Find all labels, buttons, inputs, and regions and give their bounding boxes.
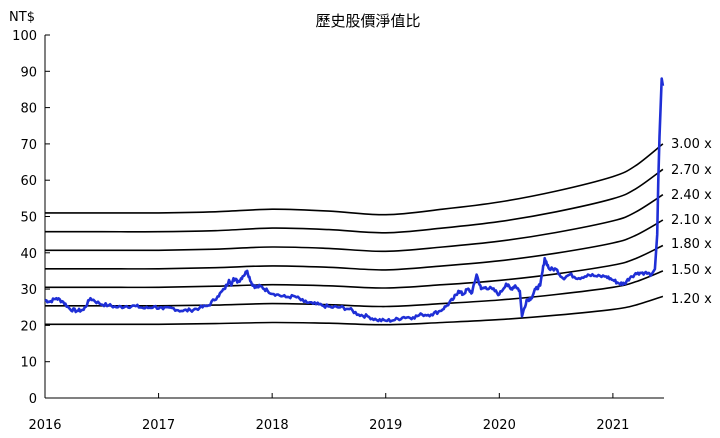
y-tick-label: 30 bbox=[20, 283, 37, 298]
band-label: 2.70 x bbox=[671, 163, 712, 178]
price-series bbox=[44, 77, 665, 323]
y-tick-label: 60 bbox=[20, 174, 37, 189]
x-tick-label: 2018 bbox=[256, 418, 289, 433]
y-tick-label: 70 bbox=[20, 138, 37, 153]
band-label: 1.20 x bbox=[671, 292, 712, 307]
y-tick-label: 80 bbox=[20, 102, 37, 117]
pb-band-150 bbox=[44, 270, 664, 308]
y-tick-label: 20 bbox=[20, 319, 37, 334]
x-tick-label: 2020 bbox=[483, 418, 516, 433]
y-tick-label: 90 bbox=[20, 65, 37, 80]
y-axis-unit-label: NT$ bbox=[9, 10, 35, 25]
y-tick-label: 40 bbox=[20, 247, 37, 262]
x-tick-label: 2017 bbox=[142, 418, 175, 433]
band-labels: 3.00 x 2.70 x 2.40 x 2.10 x 1.80 x 1.50 x 1.20… bbox=[671, 137, 712, 307]
y-tick-label: 50 bbox=[20, 211, 37, 226]
pb-band-300 bbox=[45, 143, 664, 216]
price-line bbox=[44, 77, 665, 323]
y-tick-label: 0 bbox=[29, 392, 37, 407]
x-tick-label: 2019 bbox=[369, 418, 402, 433]
band-label: 2.40 x bbox=[671, 188, 712, 203]
chart-title: 歷史股價淨值比 bbox=[315, 12, 420, 30]
axes: 0 10 20 30 40 50 60 70 80 90 100 2016 2017 2018 2019 20… bbox=[12, 29, 664, 433]
pb-band-180 bbox=[45, 244, 664, 289]
x-tick-label: 2016 bbox=[28, 418, 61, 433]
pb-bands bbox=[44, 143, 664, 326]
band-label: 3.00 x bbox=[671, 137, 712, 152]
band-label: 2.10 x bbox=[671, 213, 712, 228]
pb-band-240 bbox=[45, 194, 664, 253]
band-label: 1.80 x bbox=[671, 237, 712, 252]
pb-band-210 bbox=[45, 219, 664, 271]
x-tick-label: 2021 bbox=[596, 418, 629, 433]
pb-band-120 bbox=[45, 295, 664, 326]
y-tick-label: 100 bbox=[12, 29, 37, 44]
y-tick-label: 10 bbox=[20, 356, 37, 371]
band-label: 1.50 x bbox=[671, 263, 712, 278]
pb-band-270 bbox=[45, 168, 664, 234]
